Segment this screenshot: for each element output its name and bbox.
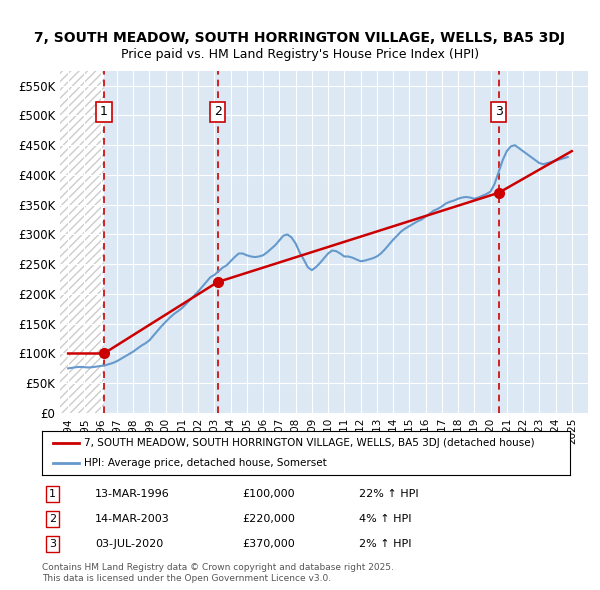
Text: £100,000: £100,000 — [242, 489, 295, 499]
Text: Contains HM Land Registry data © Crown copyright and database right 2025.
This d: Contains HM Land Registry data © Crown c… — [42, 563, 394, 583]
Text: 14-MAR-2003: 14-MAR-2003 — [95, 514, 170, 524]
Text: 3: 3 — [495, 106, 503, 119]
Text: 7, SOUTH MEADOW, SOUTH HORRINGTON VILLAGE, WELLS, BA5 3DJ (detached house): 7, SOUTH MEADOW, SOUTH HORRINGTON VILLAG… — [84, 438, 535, 448]
Text: 4% ↑ HPI: 4% ↑ HPI — [359, 514, 412, 524]
Text: £370,000: £370,000 — [242, 539, 295, 549]
Text: 2: 2 — [214, 106, 221, 119]
Text: 03-JUL-2020: 03-JUL-2020 — [95, 539, 163, 549]
Text: 13-MAR-1996: 13-MAR-1996 — [95, 489, 170, 499]
Bar — [60, 71, 104, 413]
Text: 7, SOUTH MEADOW, SOUTH HORRINGTON VILLAGE, WELLS, BA5 3DJ: 7, SOUTH MEADOW, SOUTH HORRINGTON VILLAG… — [35, 31, 566, 45]
Text: £220,000: £220,000 — [242, 514, 296, 524]
Text: 2% ↑ HPI: 2% ↑ HPI — [359, 539, 412, 549]
Text: 1: 1 — [100, 106, 108, 119]
Text: 22% ↑ HPI: 22% ↑ HPI — [359, 489, 418, 499]
Text: 1: 1 — [49, 489, 56, 499]
Text: 3: 3 — [49, 539, 56, 549]
Bar — [60, 71, 104, 413]
Text: 2: 2 — [49, 514, 56, 524]
Text: HPI: Average price, detached house, Somerset: HPI: Average price, detached house, Some… — [84, 458, 327, 467]
Text: Price paid vs. HM Land Registry's House Price Index (HPI): Price paid vs. HM Land Registry's House … — [121, 48, 479, 61]
